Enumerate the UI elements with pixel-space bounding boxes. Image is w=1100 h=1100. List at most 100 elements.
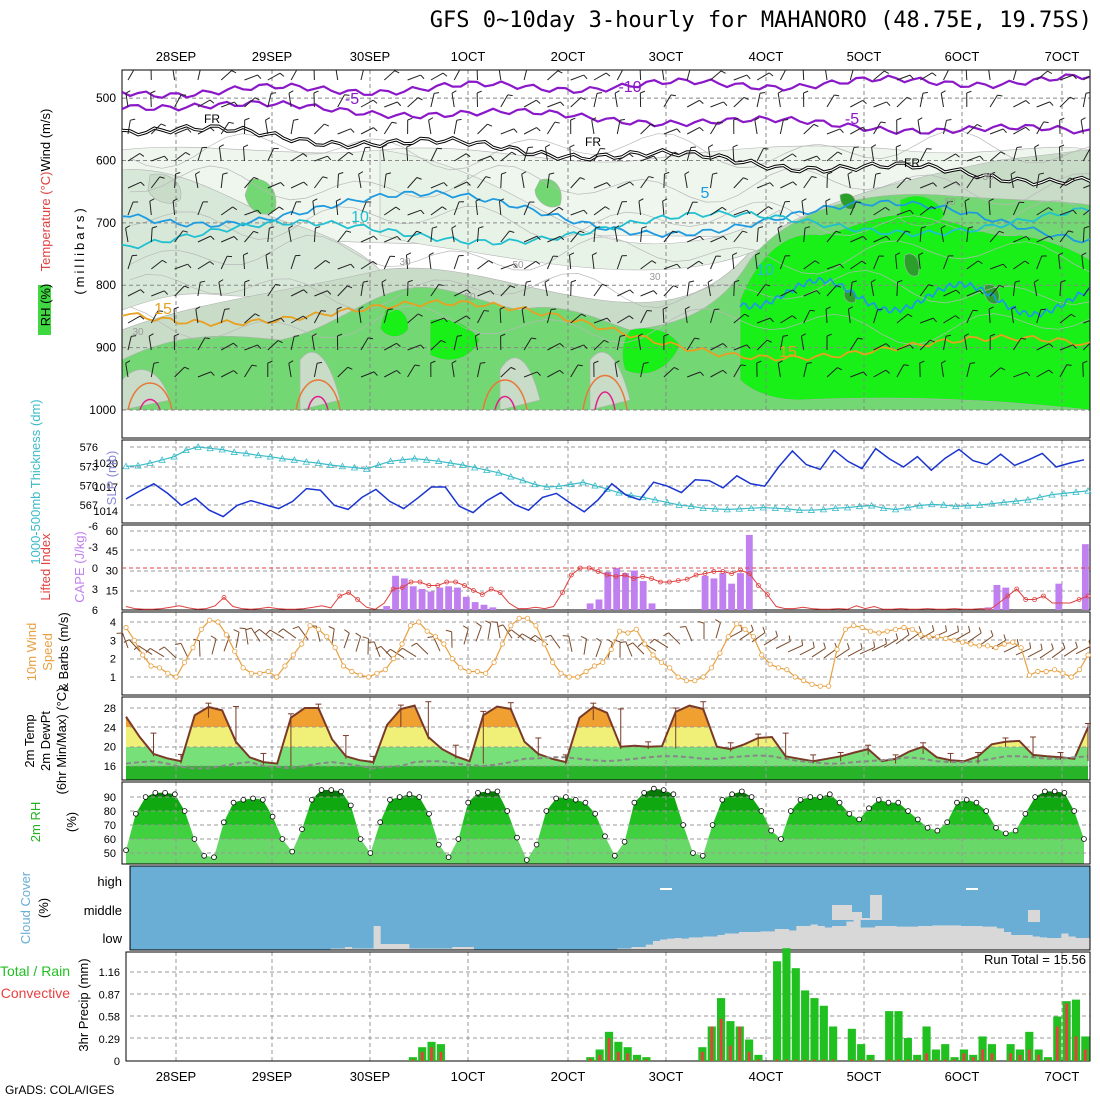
surface-wind-barb	[979, 635, 994, 646]
rh-point	[494, 788, 501, 795]
barb-flag	[320, 310, 326, 312]
barb-flag	[835, 230, 841, 234]
precip-total-bar	[614, 1041, 623, 1061]
surface-wind-barb	[235, 632, 240, 649]
barb-flag	[222, 172, 228, 175]
cape-bar	[595, 599, 603, 610]
barb-flag	[406, 144, 412, 148]
wind-speed-point	[817, 683, 823, 689]
upper-wind-barb	[336, 308, 339, 324]
barb-flag	[278, 206, 284, 211]
barb-flag	[862, 126, 867, 131]
wind-speed-point	[223, 632, 229, 638]
surface-wind-barb	[298, 626, 309, 640]
barb-flag	[507, 94, 513, 97]
upper-wind-barb	[826, 151, 839, 162]
barb-flag	[302, 153, 308, 157]
barb-flag	[595, 226, 601, 229]
rh-point	[416, 794, 423, 800]
upper-wind-barb	[1034, 147, 1038, 162]
barb-flag	[135, 68, 140, 69]
contour-minus10	[122, 73, 1090, 99]
barb-flag	[759, 92, 766, 94]
upper-wind-barb	[477, 123, 488, 135]
lifted-index-point	[729, 571, 735, 576]
upper-wind-barb	[267, 93, 272, 108]
rh-point	[827, 791, 833, 797]
rh-point	[475, 789, 481, 796]
rh-point	[729, 791, 735, 797]
barb-flag	[159, 176, 165, 179]
upper-wind-barb	[756, 93, 761, 108]
lifted-tick: 0	[92, 563, 98, 575]
precip-convective-bar	[420, 1051, 424, 1061]
cape-axis-label: CAPE (J/kg)	[72, 531, 87, 603]
temp-contour-25	[139, 398, 161, 410]
wind-speed-point	[658, 659, 664, 665]
upper-wind-barb	[220, 370, 234, 378]
barb-flag	[825, 306, 831, 310]
upper-wind-barb	[523, 282, 527, 297]
upper-wind-barb	[638, 201, 642, 216]
precip-convective-bar	[971, 1057, 975, 1061]
upper-wind-barb	[920, 182, 934, 189]
barb-flag	[1096, 183, 1099, 187]
upper-wind-barb	[731, 255, 735, 270]
rh-point	[455, 836, 462, 842]
upper-wind-barb	[544, 147, 548, 162]
upper-wind-barb	[290, 120, 295, 135]
upper-wind-barb	[966, 260, 979, 270]
thickness-point	[459, 461, 467, 468]
upper-wind-barb	[873, 121, 882, 135]
thickness-point	[362, 465, 371, 472]
barb-flag	[825, 64, 829, 66]
cape-bar	[745, 534, 753, 610]
barb-flag	[905, 230, 911, 233]
barb-flag	[974, 175, 980, 178]
barb-flag	[624, 68, 629, 69]
upper-wind-barb	[314, 260, 326, 270]
upper-wind-barb	[686, 147, 692, 162]
surface-wind-barb	[122, 632, 129, 649]
thickness-point	[398, 456, 407, 463]
upper-wind-barb	[826, 230, 837, 243]
barb-flag	[336, 306, 342, 310]
upper-wind-barb	[616, 201, 623, 216]
wind-speed-point	[558, 670, 564, 676]
lifted-index-point	[613, 574, 619, 579]
surface-wind-barb	[463, 628, 469, 645]
wind-speed-point	[474, 668, 480, 675]
top-date-label: 28SEP	[156, 49, 196, 64]
barb-flag	[280, 317, 285, 323]
upper-wind-barb	[850, 126, 863, 135]
upper-wind-barb	[803, 228, 806, 243]
barb-flag	[328, 626, 335, 630]
precip-total-bar	[1043, 1057, 1053, 1061]
barb-flag	[511, 151, 517, 156]
precip-convective-bar	[981, 1049, 984, 1061]
barb-flag	[870, 279, 876, 283]
upper-wind-barb	[826, 128, 841, 135]
barb-flag	[184, 366, 190, 370]
barb-flag	[387, 308, 393, 310]
cape-bar	[462, 596, 470, 610]
barb-flag	[517, 633, 523, 639]
upper-wind-barb	[849, 282, 853, 297]
upper-wind-barb	[1036, 369, 1050, 378]
wind-speed-point	[583, 668, 589, 675]
top-date-label: 3OCT	[649, 49, 684, 64]
cape-bar	[622, 573, 629, 610]
rh-point	[905, 808, 911, 814]
wind-speed-point	[190, 645, 196, 651]
upper-wind-barb	[988, 201, 991, 216]
barb-flag	[1000, 151, 1006, 155]
surface-wind-barb	[811, 647, 826, 658]
barb-flag	[998, 230, 1005, 234]
barb-flag	[897, 279, 903, 283]
upper-wind-barb	[384, 235, 398, 243]
barb-flag	[397, 101, 402, 107]
contour-label: FR	[585, 135, 601, 149]
upper-wind-barb	[756, 206, 769, 216]
wind-speed-point	[516, 615, 522, 621]
upper-wind-barb	[428, 255, 432, 270]
